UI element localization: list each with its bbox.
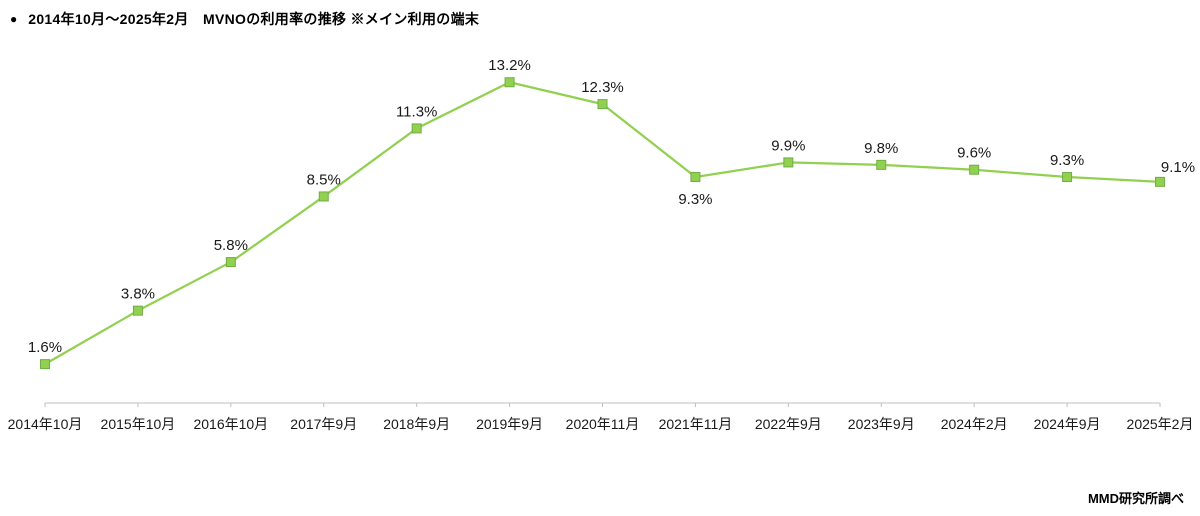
x-axis-tick-label: 2015年10月: [101, 416, 176, 432]
chart-header: ● 2014年10月～2025年2月 MVNOの利用率の推移 ※メイン利用の端末: [10, 9, 479, 29]
data-point-marker: [225, 257, 236, 268]
source-note: MMD研究所調べ: [1087, 491, 1184, 506]
x-axis-tick-label: 2025年2月: [1127, 416, 1194, 432]
data-label: 11.3%: [396, 103, 437, 120]
data-point-marker: [40, 359, 50, 370]
data-label: 9.8%: [864, 140, 898, 157]
data-label: 9.9%: [771, 137, 805, 154]
data-point-marker: [597, 99, 608, 110]
x-axis-tick-label: 2020年11月: [566, 416, 640, 432]
bullet-icon: ●: [10, 12, 18, 26]
page-title: 2014年10月～2025年2月 MVNOの利用率の推移 ※メイン利用の端末: [28, 11, 480, 27]
data-point-marker: [132, 305, 143, 316]
data-point-marker: [969, 164, 980, 175]
x-axis-tick-label: 2021年11月: [659, 416, 733, 432]
data-point-marker: [876, 159, 887, 170]
x-axis-tick-label: 2016年10月: [193, 416, 268, 432]
x-axis-tick-label: 2023年9月: [848, 416, 915, 432]
data-label: 9.3%: [1050, 152, 1084, 169]
data-label: 13.2%: [488, 57, 531, 74]
data-point-marker: [783, 157, 794, 168]
x-axis-tick-label: 2024年2月: [941, 416, 1008, 432]
data-label: 9.6%: [957, 145, 991, 162]
data-point-marker: [411, 123, 422, 134]
x-axis-tick-label: 2018年9月: [383, 416, 450, 432]
x-axis-tick-label: 2017年9月: [290, 416, 357, 432]
data-label: 5.8%: [214, 237, 248, 254]
x-axis-tick-label: 2024年9月: [1034, 416, 1101, 432]
data-label: 9.3%: [678, 191, 712, 208]
x-axis-tick-label: 2022年9月: [755, 416, 822, 432]
data-point-marker: [1155, 176, 1165, 187]
data-label: 9.1%: [1161, 159, 1195, 176]
data-point-marker: [690, 172, 701, 183]
data-label: 3.8%: [121, 286, 155, 303]
data-label: 1.6%: [28, 339, 62, 356]
data-point-marker: [318, 191, 329, 202]
data-label: 8.5%: [307, 171, 341, 188]
x-axis-tick-label: 2014年10月: [8, 416, 83, 432]
data-label: 12.3%: [581, 79, 624, 96]
data-line: [43, 81, 1162, 366]
data-point-marker: [504, 77, 515, 88]
data-point-marker: [1062, 172, 1073, 183]
x-axis-tick-label: 2019年9月: [476, 416, 543, 432]
